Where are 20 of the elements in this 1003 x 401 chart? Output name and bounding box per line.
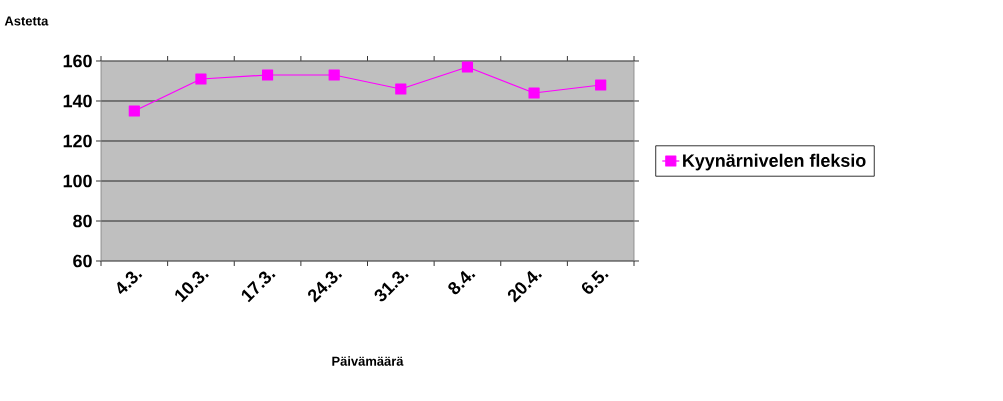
y-tick-label: 80 xyxy=(73,214,92,228)
x-tick-label: 8.4. xyxy=(448,270,476,295)
point xyxy=(195,73,207,85)
x-axis-title: Päivämäärä xyxy=(332,356,404,366)
legend-label: Kyynärnivelen fleksio xyxy=(683,153,866,171)
y-axis-title: Astetta xyxy=(4,16,49,26)
x-tick-label: 6.5. xyxy=(581,270,609,294)
y-tick-label: 160 xyxy=(63,54,92,68)
y-tick-label: 100 xyxy=(63,174,92,188)
y-tick-label: 120 xyxy=(63,134,92,148)
y-tick-label: 140 xyxy=(63,94,92,108)
point xyxy=(461,61,474,73)
point xyxy=(328,69,340,81)
point xyxy=(261,69,274,81)
point xyxy=(395,83,407,95)
x-tick-label: 4.3. xyxy=(117,271,143,295)
point xyxy=(595,79,607,91)
point xyxy=(528,87,540,99)
y-tick-label: 60 xyxy=(73,254,92,268)
point xyxy=(128,105,140,117)
